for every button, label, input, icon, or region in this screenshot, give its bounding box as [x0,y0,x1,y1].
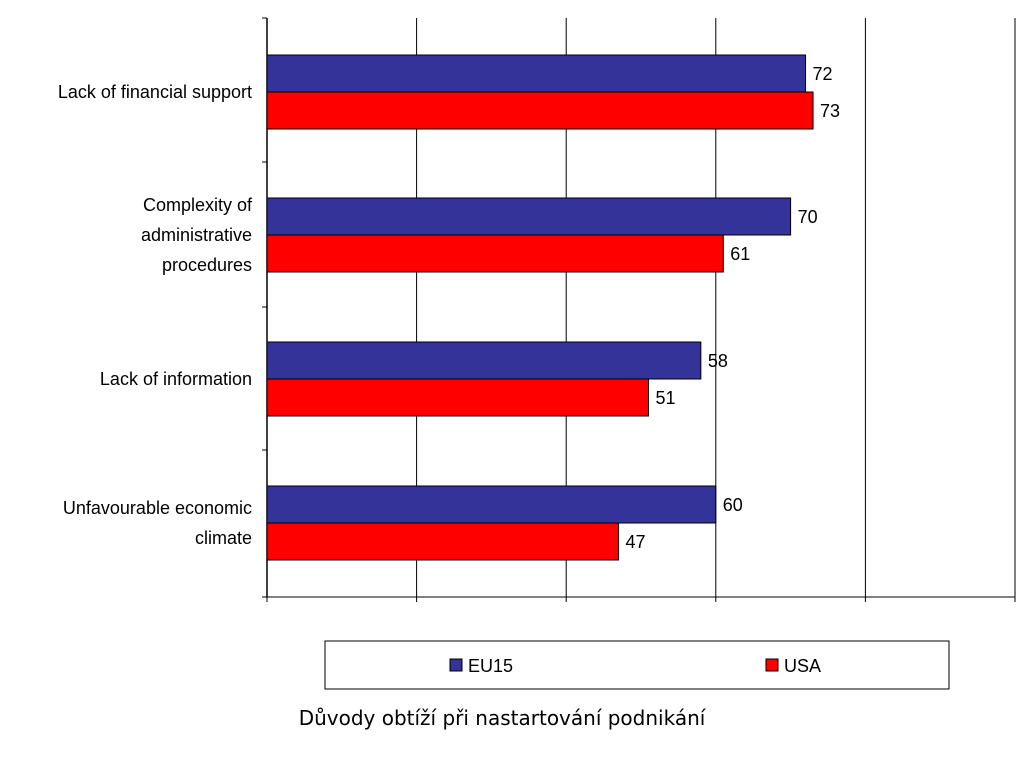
legend-label-eu15: EU15 [468,656,513,676]
legend-box [324,640,950,690]
data-label: 51 [655,388,675,408]
bar-usa [266,378,649,417]
bar-usa [266,234,724,273]
legend-swatch-usa [765,658,779,672]
category-label: Complexity of [143,195,253,215]
bar-eu15 [266,341,702,380]
legend-swatch-eu15 [449,658,463,672]
bar-eu15 [266,485,717,524]
category-label: Unfavourable economic [63,498,252,518]
chart-svg: 72 73 Lack of financial support 70 61 Complex… [58,17,1016,690]
data-label: 58 [708,351,728,371]
category-label: Lack of financial support [58,82,252,102]
category-label: procedures [162,255,252,275]
category-label: administrative [141,225,252,245]
chart-caption: Důvody obtíží při nastartování podnikání [298,706,706,730]
category-label: Lack of information [100,369,252,389]
data-label: 70 [798,207,818,227]
legend-label-usa: USA [784,656,821,676]
data-label: 61 [730,244,750,264]
bar-usa [266,522,620,561]
data-label: 60 [723,495,743,515]
bar-eu15 [266,54,807,93]
data-label: 47 [626,532,646,552]
data-label: 72 [813,64,833,84]
bar-eu15 [266,197,792,236]
category-label: climate [195,528,252,548]
bar-usa [266,91,814,130]
data-label: 73 [820,101,840,121]
